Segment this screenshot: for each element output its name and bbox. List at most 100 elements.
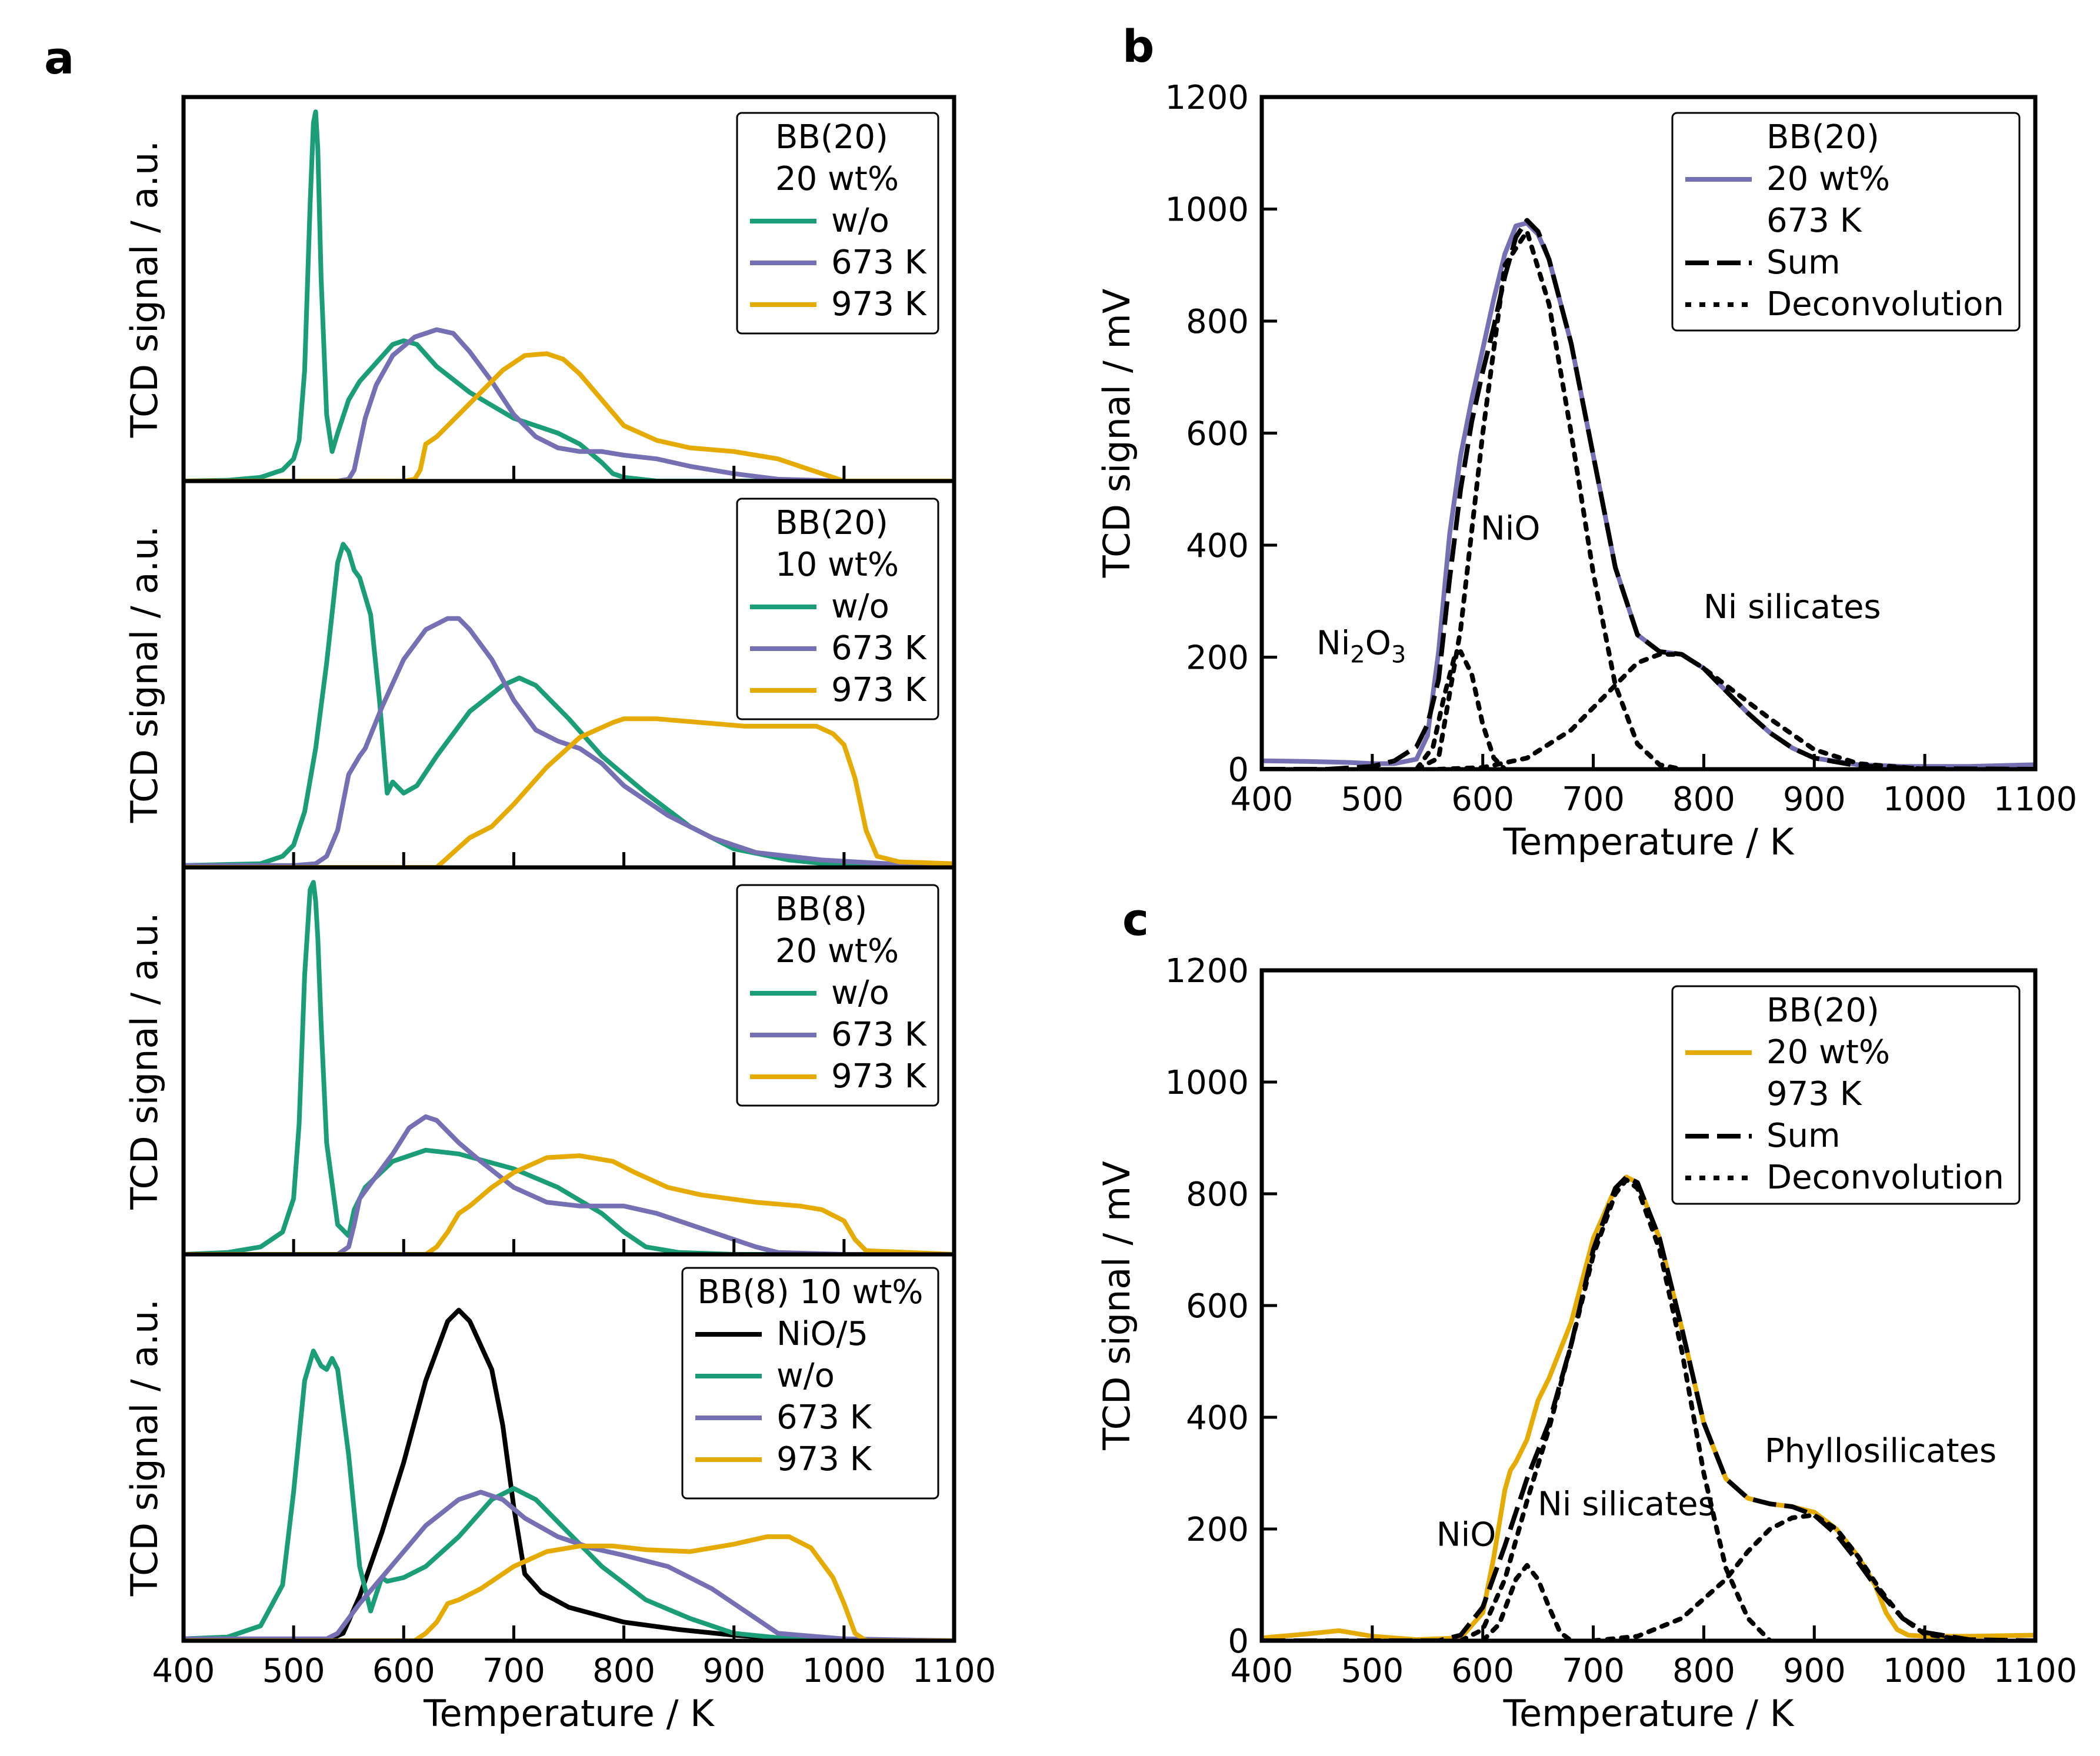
y-tick-label: 400 [1186,527,1249,565]
y-tick-label: 600 [1186,1287,1249,1326]
legend-label-673-k: 673 K [831,629,927,667]
legend-label-deconvolution: Deconvolution [1766,1159,2004,1197]
annotation-nio: NiO [1436,1516,1496,1554]
series-deconvolution-ni-silicates [1458,1177,1773,1641]
legend-title: BB(20) [775,118,888,156]
series-973-k [184,351,954,481]
y-tick-label: 1000 [1165,1064,1249,1102]
series-sum [1262,218,2035,769]
legend-label-sum: Sum [1766,1117,1841,1155]
series-nio-5 [184,1307,954,1641]
y-axis-label: TCD signal / a.u. [123,912,166,1210]
plot-frame [181,1252,956,1643]
x-tick-label: 500 [1341,1652,1404,1690]
x-tick-label: 600 [1451,1652,1514,1690]
x-tick-label: 1000 [1883,1652,1967,1690]
x-tick-label: 400 [1231,780,1294,819]
legend-title: BB(20) [775,504,888,542]
panel-label-b: b [1122,20,1154,72]
legend-label-973-k: 973 K [831,671,927,709]
y-tick-label: 800 [1186,303,1249,341]
x-tick-label: 800 [592,1652,655,1690]
legend-title: BB(20) [1766,991,1879,1030]
legend-title: 20 wt% [775,160,899,198]
y-tick-label: 0 [1228,1623,1249,1661]
series-673-k [184,1114,954,1254]
x-axis-label: Temperature / K [1503,1692,1795,1735]
series-bb-20-20-wt-973-k [1262,1174,2035,1641]
y-tick-label: 200 [1186,639,1249,677]
y-axis-label: TCD signal / a.u. [123,1299,166,1597]
legend-box [681,1267,939,1500]
x-tick-label: 500 [1341,780,1404,819]
y-axis-label: TCD signal / mV [1095,289,1138,579]
legend-label-673-k: 673 K [831,243,927,282]
legend-box [1671,112,2021,332]
series-973-k [184,1153,954,1254]
series-group [1262,218,2035,769]
series-group [184,109,954,481]
chart-a4: 400 500 600 700 800 900 1000 1100 Temperature / … [123,1252,996,1735]
legend-box [736,498,939,720]
y-tick-label: 800 [1186,1176,1249,1214]
x-tick-label: 600 [372,1652,435,1690]
y-tick-label: 1200 [1165,79,1249,117]
y-axis-label: TCD signal / a.u. [123,141,166,438]
legend-label-sum: Sum [1766,243,1841,282]
legend: BB(20)20 wt% 973 K Sum Deconvolution [1671,985,2021,1205]
series-deconvolution-nio [1480,1563,1574,1641]
series-group [1262,1174,2035,1641]
legend-title: 973 K [1766,1075,1862,1113]
legend-label-w-o: w/o [776,1357,835,1395]
x-tick-label: 1000 [1883,780,1967,819]
legend-title: BB(20) [1766,118,1879,156]
x-tick-label: 700 [1562,1652,1625,1690]
x-tick-label: 1000 [802,1652,886,1690]
legend-label-973-k: 973 K [831,1057,927,1096]
x-tick-label: 1100 [1994,780,2078,819]
series-deconvolution-nio [1414,229,1684,769]
series-673-k [184,616,954,867]
annotation-ni2o3: Ni2O3 [1316,625,1406,669]
legend-label-nio-5: NiO/5 [776,1315,868,1353]
x-tick-label: 900 [1783,780,1846,819]
series-group [184,880,954,1254]
annotation-ni-silicates: Ni silicates [1538,1485,1715,1523]
series-673-k [184,1490,954,1641]
x-tick-label: 400 [152,1652,215,1690]
y-axis-label: TCD signal / a.u. [123,526,166,823]
series-w-o [184,880,954,1254]
chart-c: 400 500 600 700 800 900 1000 1100 0 200 400 600 800 1… [1095,952,2077,1735]
x-tick-label: 400 [1231,1652,1294,1690]
series-deconvolution-ni2o3 [1414,649,1508,769]
series-group [184,542,954,867]
x-tick-label: 500 [262,1652,325,1690]
annotation-ni-silicates: Ni silicates [1704,588,1881,626]
x-tick-label: 600 [1451,780,1514,819]
legend-label-w-o: w/o [831,587,889,626]
y-axis-label: TCD signal / mV [1095,1161,1138,1451]
legend-label-w-o: w/o [831,202,889,240]
chart-b: 400 500 600 700 800 900 1000 1100 0 200 400 600 800 1… [1095,79,2077,863]
x-axis-label: Temperature / K [1503,820,1795,863]
legend-label-deconvolution: Deconvolution [1766,285,2004,323]
x-tick-label: 1100 [1994,1652,2078,1690]
legend-title: 20 wt% [1766,1033,1890,1071]
chart-a3: TCD signal / a.u. BB(8)20 wt% w/o 673 K973 … [123,865,956,1257]
x-tick-label: 900 [702,1652,765,1690]
legend-label-673-k: 673 K [831,1016,927,1054]
series-w-o [184,109,954,481]
legend-label-973-k: 973 K [831,285,927,323]
x-axis-label: Temperature / K [423,1692,715,1735]
legend-title: 20 wt% [1766,160,1890,198]
y-tick-label: 200 [1186,1511,1249,1549]
y-tick-label: 0 [1228,751,1249,789]
y-tick-label: 1000 [1165,191,1249,229]
legend-box [736,884,939,1107]
x-tick-label: 900 [1783,1652,1846,1690]
y-tick-label: 400 [1186,1399,1249,1437]
